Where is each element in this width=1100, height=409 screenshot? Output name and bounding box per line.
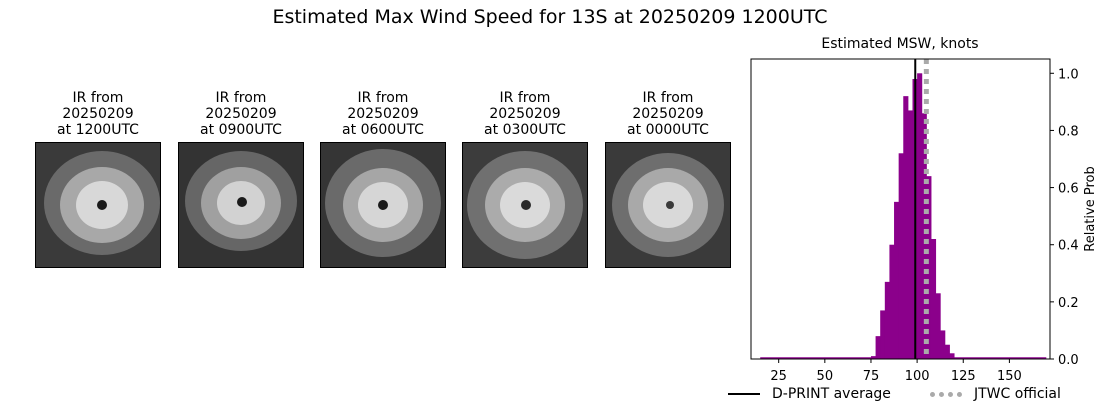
histogram-bar (894, 201, 900, 359)
ir-caption: IR from 20250209 at 0300UTC (462, 90, 588, 142)
y-axis: 0.0 0.2 0.4 0.6 0.8 1.0 (1050, 67, 1079, 368)
ir-caption-line1: IR from (499, 90, 551, 106)
histogram-bar (930, 239, 937, 359)
ir-caption-time: at 0900UTC (200, 122, 282, 138)
ir-caption-line1: IR from (72, 90, 124, 106)
histogram-bar (926, 176, 932, 359)
legend-label: JTWC official (974, 386, 1061, 402)
ir-caption-date: 20250209 (205, 106, 277, 122)
ir-satellite-image (605, 142, 731, 268)
x-tick-label: 50 (817, 369, 834, 384)
y-tick-label: 0.4 (1058, 239, 1079, 254)
ir-panel-2: IR from 20250209 at 0900UTC (178, 90, 304, 268)
y-axis-label: Relative Prob (1083, 166, 1098, 251)
histogram-bar (921, 113, 927, 360)
ir-satellite-image (462, 142, 588, 268)
histogram-bar (903, 96, 909, 360)
ir-panel-4: IR from 20250209 at 0300UTC (462, 90, 588, 268)
x-tick-label: 125 (951, 369, 976, 384)
y-tick-label: 0.8 (1058, 124, 1079, 139)
histogram-bar (875, 336, 881, 359)
histogram-bar (898, 153, 904, 359)
ir-panel-5: IR from 20250209 at 0000UTC (605, 90, 731, 268)
histogram-bar (940, 330, 946, 359)
histogram-bar (870, 356, 877, 359)
x-tick-label: 100 (905, 369, 930, 384)
y-tick-label: 0.0 (1058, 353, 1079, 368)
histogram-bar (917, 73, 923, 360)
ir-satellite-image (178, 142, 304, 268)
ir-caption-date: 20250209 (489, 106, 561, 122)
histogram-bar (884, 281, 890, 359)
histogram-bar (944, 344, 950, 359)
bars-layer (760, 73, 1047, 360)
histogram-bar (907, 110, 913, 359)
plot-frame (750, 58, 1051, 360)
ir-panel-1: IR from 20250209 at 1200UTC (35, 90, 161, 268)
legend-item-jtwc: JTWC official (930, 386, 1061, 402)
ir-caption-time: at 0600UTC (342, 122, 424, 138)
histogram-bar (880, 310, 886, 359)
ir-caption: IR from 20250209 at 0000UTC (605, 90, 731, 142)
ir-caption-date: 20250209 (632, 106, 704, 122)
ir-panel-3: IR from 20250209 at 0600UTC (320, 90, 446, 268)
ir-caption-line1: IR from (357, 90, 409, 106)
ir-satellite-image (320, 142, 446, 268)
histogram-bar (935, 293, 941, 359)
y-tick-label: 1.0 (1058, 67, 1079, 82)
y-tick-label: 0.2 (1058, 296, 1079, 311)
ir-caption-time: at 1200UTC (57, 122, 139, 138)
ir-caption-date: 20250209 (62, 106, 134, 122)
ir-caption: IR from 20250209 at 0600UTC (320, 90, 446, 142)
x-tick-label: 75 (863, 369, 880, 384)
histogram-bar (949, 353, 955, 359)
x-tick-label: 25 (770, 369, 787, 384)
legend: D-PRINT average JTWC official (726, 386, 1086, 406)
ir-caption-line1: IR from (215, 90, 267, 106)
ir-caption-line1: IR from (642, 90, 694, 106)
ir-caption-time: at 0000UTC (627, 122, 709, 138)
legend-dotted-line-icon (930, 391, 962, 397)
ir-caption: IR from 20250209 at 1200UTC (35, 90, 161, 142)
legend-solid-line-icon (728, 393, 760, 395)
legend-item-dprint: D-PRINT average (728, 386, 891, 402)
x-axis: 25 50 75 100 125 150 (770, 359, 1022, 384)
chart-title: Estimated MSW, knots (821, 36, 979, 52)
ir-caption: IR from 20250209 at 0900UTC (178, 90, 304, 142)
y-tick-label: 0.6 (1058, 182, 1079, 197)
lines-layer (914, 59, 929, 359)
ir-satellite-image (35, 142, 161, 268)
x-tick-label: 150 (997, 369, 1022, 384)
page-title: Estimated Max Wind Speed for 13S at 2025… (272, 6, 828, 28)
histogram-bar (889, 244, 895, 359)
legend-label: D-PRINT average (772, 386, 891, 402)
ir-caption-date: 20250209 (347, 106, 419, 122)
ir-caption-time: at 0300UTC (484, 122, 566, 138)
